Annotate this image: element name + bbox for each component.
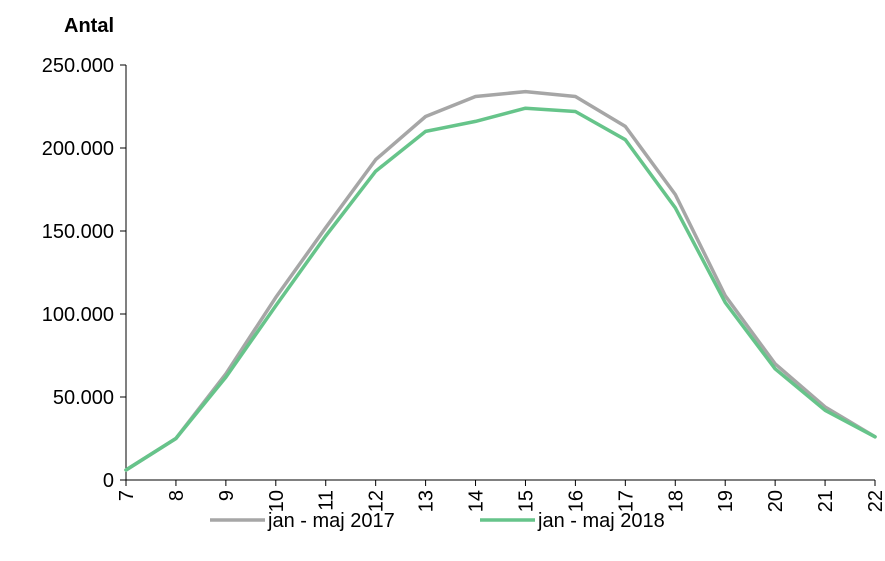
x-tick-label: 21 (815, 490, 837, 512)
x-tick-label: 8 (166, 490, 188, 501)
x-tick-label: 19 (715, 490, 737, 512)
legend-label-2: jan - maj 2018 (537, 510, 665, 532)
legend-label-1: jan - maj 2017 (267, 510, 395, 532)
y-tick-label: 150.000 (42, 221, 114, 243)
x-tick-label: 22 (865, 490, 885, 512)
x-tick-label: 16 (565, 490, 587, 512)
x-tick-label: 13 (416, 490, 438, 512)
y-tick-label: 250.000 (42, 55, 114, 77)
x-axis: 7 8 9 10 11 12 13 14 15 16 17 18 19 20 21 22 (116, 479, 885, 512)
x-tick-label: 17 (615, 490, 637, 512)
y-axis-title: Antal (64, 15, 114, 37)
x-tick-label: 11 (316, 490, 338, 511)
x-tick-label: 9 (216, 490, 238, 501)
y-axis: 0 50.000 100.000 150.000 200.000 250.000 (42, 55, 127, 492)
x-tick-label: 15 (515, 490, 537, 512)
series-layer (124, 89, 877, 472)
legend: jan - maj 2017 jan - maj 2018 (210, 510, 665, 532)
y-tick-label: 100.000 (42, 304, 114, 326)
x-tick-label: 14 (466, 490, 488, 512)
series-line-1 (124, 89, 877, 472)
y-tick-label: 50.000 (53, 387, 114, 409)
x-tick-label: 20 (765, 490, 787, 512)
x-tick-label: 7 (116, 490, 138, 501)
x-tick-label: 10 (266, 490, 288, 512)
series-line-2 (124, 106, 877, 472)
x-tick-label: 18 (665, 490, 687, 512)
y-tick-label: 0 (103, 470, 114, 492)
x-tick-label: 12 (366, 490, 388, 512)
y-tick-label: 200.000 (42, 138, 114, 160)
